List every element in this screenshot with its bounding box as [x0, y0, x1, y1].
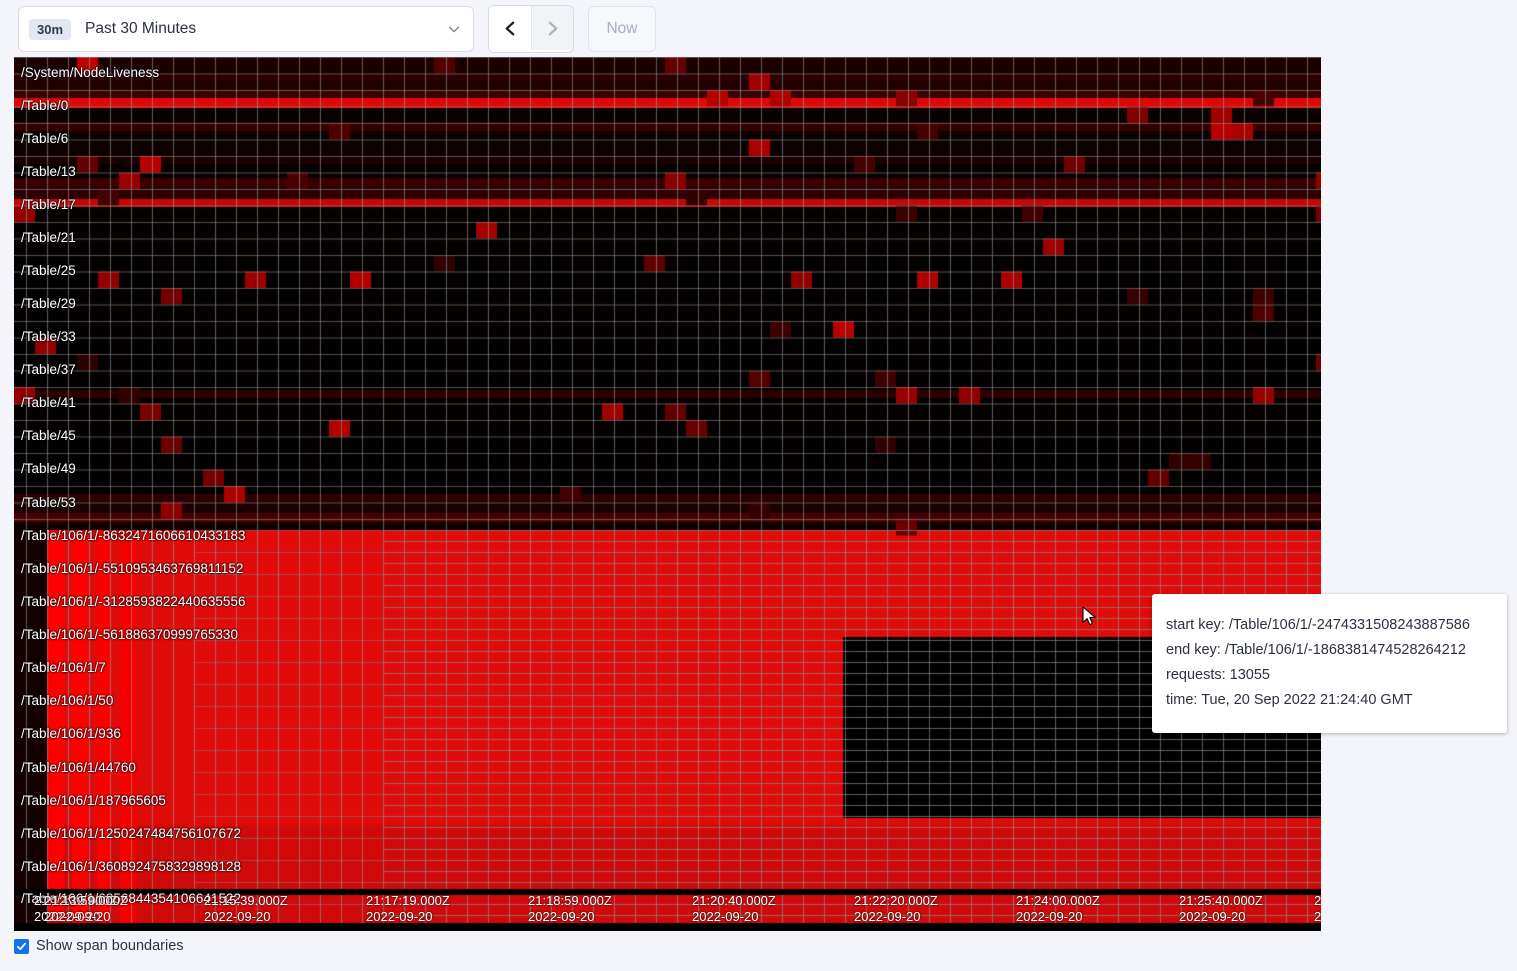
show-span-boundaries-checkbox[interactable] [14, 938, 29, 954]
tooltip-time: time: Tue, 20 Sep 2022 21:24:40 GMT [1166, 692, 1413, 708]
next-range-button[interactable] [531, 6, 573, 50]
check-icon [16, 942, 27, 950]
show-span-boundaries-label[interactable]: Show span boundaries [36, 938, 184, 954]
key-visualizer-heatmap[interactable]: /System/NodeLiveness/Table/0/Table/6/Tab… [14, 57, 1321, 931]
now-button[interactable]: Now [588, 6, 656, 52]
tooltip-requests: requests: 13055 [1166, 667, 1270, 683]
tooltip-end-key: end key: /Table/106/1/-18683814745282642… [1166, 642, 1466, 658]
heatmap-canvas[interactable] [14, 57, 1321, 931]
chevron-down-icon[interactable] [447, 22, 461, 36]
prev-range-button[interactable] [489, 6, 531, 50]
time-range-badge: 30m [29, 18, 72, 40]
time-range-label: Past 30 Minutes [85, 20, 197, 37]
chevron-right-icon [548, 21, 558, 35]
chevron-left-icon [505, 21, 514, 35]
span-boundaries-control[interactable]: Show span boundaries [14, 938, 184, 954]
time-range-toolbar: 30m Past 30 Minutes Now [0, 0, 1517, 58]
time-range-select[interactable]: 30m Past 30 Minutes [18, 6, 474, 52]
time-nav-group [488, 5, 574, 53]
heatmap-tooltip: start key: /Table/106/1/-247433150824388… [1152, 594, 1507, 733]
tooltip-start-key: start key: /Table/106/1/-247433150824388… [1166, 617, 1470, 633]
